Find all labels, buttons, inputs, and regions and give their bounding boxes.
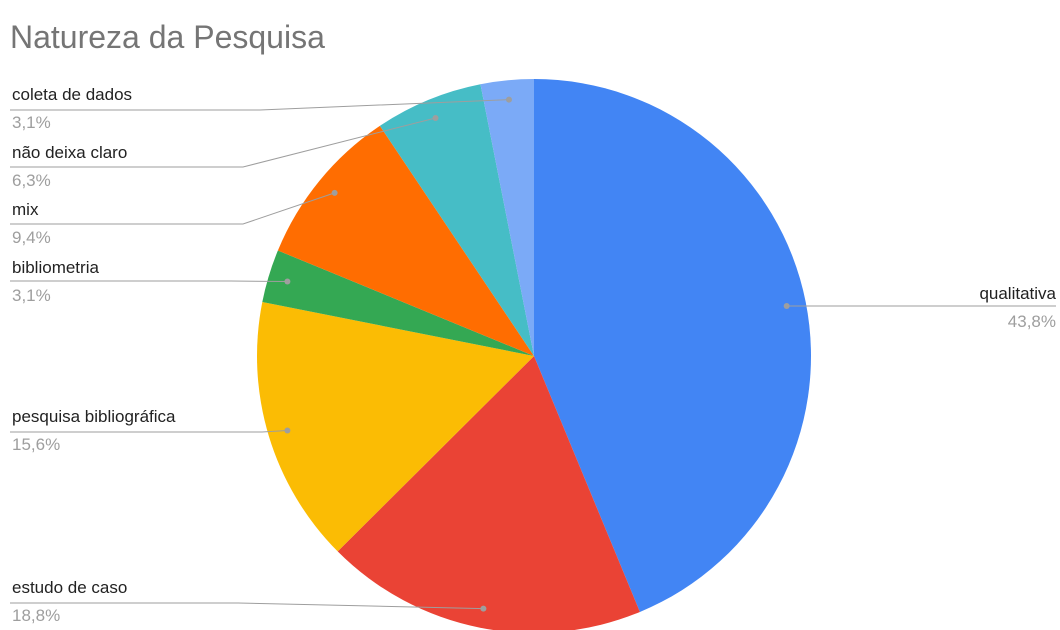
- pie-slice-6[interactable]: [379, 84, 534, 356]
- pie-slice-1[interactable]: [534, 79, 811, 612]
- leader-line-3: [10, 430, 288, 433]
- slice-labels: qualitativa 43,8% estudo de caso 18,8% pesqu…: [10, 85, 1057, 625]
- leader-dot-3: [284, 427, 291, 434]
- slice-label-percent-4: 3,1%: [12, 286, 51, 305]
- slice-label-name-4: bibliometria: [12, 258, 99, 277]
- slice-label-name-5: mix: [12, 200, 39, 219]
- pie-slices: [257, 79, 811, 630]
- leader-dot-4: [284, 278, 291, 285]
- leader-dot-6: [432, 114, 439, 121]
- slice-label-percent-6: 6,3%: [12, 171, 51, 190]
- chart-title: Natureza da Pesquisa: [10, 19, 325, 55]
- slice-label-name-3: pesquisa bibliográfica: [12, 407, 176, 426]
- leader-line-7: [10, 99, 509, 111]
- pie-slice-2[interactable]: [337, 356, 640, 630]
- leader-dot-7: [505, 96, 512, 103]
- pie-slice-5[interactable]: [277, 125, 534, 357]
- slice-label-name-6: não deixa claro: [12, 143, 127, 162]
- slice-label-percent-2: 18,8%: [12, 606, 60, 625]
- leader-dot-2: [480, 605, 487, 612]
- pie-slice-3[interactable]: [257, 302, 534, 552]
- leader-line-2: [10, 602, 484, 610]
- slice-label-name-1: qualitativa: [979, 284, 1056, 303]
- slice-label-percent-5: 9,4%: [12, 228, 51, 247]
- slice-label-percent-1: 43,8%: [1008, 312, 1056, 331]
- pie-slice-4[interactable]: [262, 250, 534, 356]
- slice-label-percent-3: 15,6%: [12, 435, 60, 454]
- leader-dot-5: [331, 189, 338, 196]
- leader-line-6: [10, 117, 436, 168]
- slice-label-percent-7: 3,1%: [12, 113, 51, 132]
- leader-dot-1: [783, 303, 790, 309]
- pie-slice-7[interactable]: [480, 79, 534, 356]
- slice-label-name-7: coleta de dados: [12, 85, 132, 104]
- slice-label-name-2: estudo de caso: [12, 578, 127, 597]
- leader-line-5: [10, 192, 335, 225]
